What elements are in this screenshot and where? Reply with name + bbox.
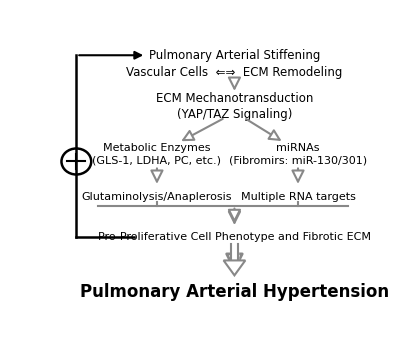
- Text: Vascular Cells  ⇐⇒  ECM Remodeling: Vascular Cells ⇐⇒ ECM Remodeling: [126, 66, 343, 79]
- Text: Pulmonary Arterial Hypertension: Pulmonary Arterial Hypertension: [80, 283, 389, 301]
- Text: Glutaminolysis/Anaplerosis: Glutaminolysis/Anaplerosis: [82, 192, 232, 202]
- Text: miRNAs
(Fibromirs: miR-130/301): miRNAs (Fibromirs: miR-130/301): [229, 143, 367, 165]
- Text: ECM Mechanotransduction
(YAP/TAZ Signaling): ECM Mechanotransduction (YAP/TAZ Signali…: [156, 92, 313, 121]
- Text: Multiple RNA targets: Multiple RNA targets: [240, 192, 356, 202]
- Polygon shape: [224, 260, 245, 275]
- Text: Metabolic Enzymes
(GLS-1, LDHA, PC, etc.): Metabolic Enzymes (GLS-1, LDHA, PC, etc.…: [92, 143, 222, 165]
- Text: Pro-Proliferative Cell Phenotype and Fibrotic ECM: Pro-Proliferative Cell Phenotype and Fib…: [98, 232, 371, 242]
- Text: Pulmonary Arterial Stiffening: Pulmonary Arterial Stiffening: [149, 49, 320, 62]
